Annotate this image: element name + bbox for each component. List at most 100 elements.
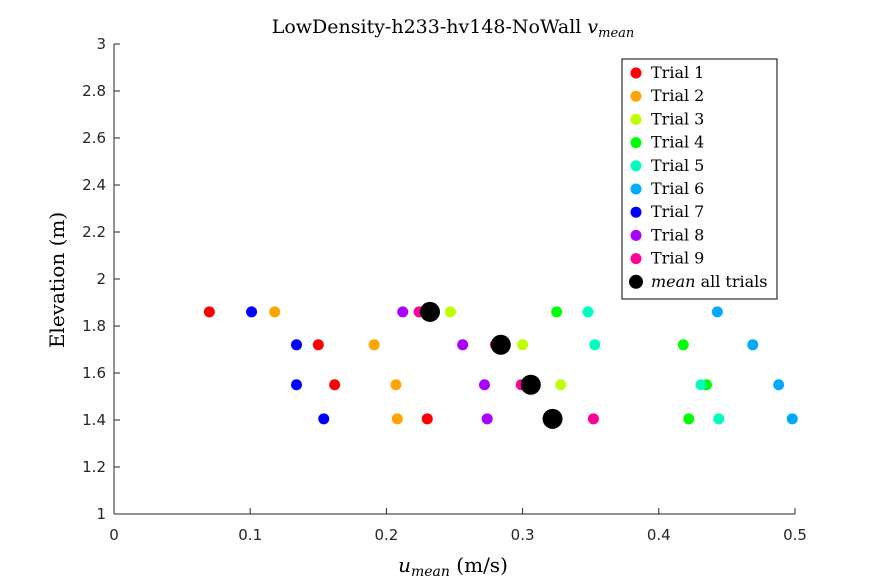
y-tick-label: 2.6 xyxy=(82,129,106,147)
x-tick-label: 0 xyxy=(109,526,119,544)
legend-item: Trial 5 xyxy=(630,156,704,175)
data-point xyxy=(773,379,785,391)
y-tick-label: 3 xyxy=(96,35,106,53)
data-point xyxy=(203,306,215,318)
data-point xyxy=(391,413,403,425)
data-point xyxy=(269,306,281,318)
y-tick-label: 2 xyxy=(96,270,106,288)
data-point xyxy=(711,306,723,318)
data-point xyxy=(329,379,341,391)
y-tick-label: 2.8 xyxy=(82,82,106,100)
legend-item: Trial 2 xyxy=(630,86,704,105)
y-tick-label: 2.4 xyxy=(82,176,106,194)
legend-item: Trial 6 xyxy=(630,179,704,198)
series-trial-2 xyxy=(269,306,403,425)
series-trial-7 xyxy=(246,306,330,425)
data-point xyxy=(517,339,529,351)
title-variable: v xyxy=(587,16,598,38)
data-points xyxy=(203,301,798,429)
legend-marker xyxy=(630,253,642,265)
legend: Trial 1 Trial 2 Trial 3 Trial 4 Trial 5 Trial… xyxy=(621,58,778,300)
mean-point xyxy=(542,408,563,429)
legend-item-mean: mean all trials xyxy=(629,272,768,291)
data-point xyxy=(397,306,409,318)
data-point xyxy=(786,413,798,425)
x-tick-label: 0.4 xyxy=(647,526,671,544)
legend-label: Trial 3 xyxy=(651,109,704,128)
y-tick-label: 1.4 xyxy=(82,411,106,429)
y-tick-label: 1.2 xyxy=(82,458,106,476)
legend-label: Trial 5 xyxy=(651,156,704,175)
x-tick-label: 0.3 xyxy=(511,526,535,544)
data-point xyxy=(582,306,594,318)
legend-label: Trial 1 xyxy=(651,63,704,82)
data-point xyxy=(312,339,324,351)
series-trial-8 xyxy=(397,306,493,425)
legend-marker xyxy=(630,67,642,79)
data-point xyxy=(555,379,567,391)
legend-item: Trial 3 xyxy=(630,109,704,128)
mean-point xyxy=(419,301,440,322)
data-point xyxy=(368,339,380,351)
legend-item: Trial 4 xyxy=(630,133,704,152)
data-point xyxy=(695,379,707,391)
title-variable-subscript: mean xyxy=(598,26,634,41)
chart-title: LowDensity-h233-hv148-NoWall vmean xyxy=(272,16,635,41)
data-point xyxy=(478,379,490,391)
data-point xyxy=(683,413,695,425)
series-trial-5 xyxy=(582,306,725,425)
series-trial-1 xyxy=(203,306,433,425)
legend-label: mean all trials xyxy=(651,272,768,291)
data-point xyxy=(481,413,493,425)
data-point xyxy=(444,306,456,318)
x-tick-label: 0.1 xyxy=(238,526,262,544)
x-axis-variable-subscript: mean xyxy=(411,564,450,580)
x-axis-unit: (m/s) xyxy=(450,553,508,577)
legend-item: Trial 7 xyxy=(630,202,704,221)
legend-label: Trial 8 xyxy=(651,225,704,244)
mean-point xyxy=(490,334,511,355)
data-point xyxy=(318,413,330,425)
x-axis-variable: u xyxy=(398,553,411,577)
legend-marker xyxy=(629,274,643,289)
data-point xyxy=(677,339,689,351)
data-point xyxy=(291,379,303,391)
series-trial-9 xyxy=(413,306,599,425)
x-tick-label: 0.2 xyxy=(374,526,398,544)
mean-point xyxy=(520,374,541,395)
series-trial-3 xyxy=(444,306,567,425)
legend-marker xyxy=(630,229,642,241)
legend-marker xyxy=(630,137,642,149)
legend-label: Trial 2 xyxy=(651,86,704,105)
legend-marker xyxy=(630,90,642,102)
data-point xyxy=(421,413,433,425)
data-point xyxy=(457,339,469,351)
y-tick-label: 1.8 xyxy=(82,317,106,335)
data-point xyxy=(747,339,759,351)
x-axis-label: umean (m/s) xyxy=(398,553,508,580)
series-mean-all-trials xyxy=(419,301,563,429)
series-trial-6 xyxy=(711,306,798,425)
legend-item: Trial 1 xyxy=(630,63,704,82)
legend-label: Trial 6 xyxy=(651,179,704,198)
legend-marker xyxy=(630,113,642,125)
y-tick-label: 2.2 xyxy=(82,223,106,241)
legend-label: Trial 9 xyxy=(651,249,704,268)
legend-marker xyxy=(630,160,642,172)
legend-box xyxy=(621,58,778,300)
legend-item: Trial 9 xyxy=(630,249,704,268)
legend-label: Trial 7 xyxy=(651,202,704,221)
data-point xyxy=(246,306,258,318)
data-point xyxy=(291,339,303,351)
data-point xyxy=(551,306,563,318)
legend-marker xyxy=(630,183,642,195)
data-point xyxy=(390,379,402,391)
data-point xyxy=(713,413,725,425)
y-axis-label: Elevation (m) xyxy=(45,212,69,348)
legend-item: Trial 8 xyxy=(630,225,704,244)
legend-marker xyxy=(630,206,642,218)
axes: 0 0.1 0.2 0.3 0.4 0.5 1 1.2 1.4 1.6 1.8 2 2.2 2.4 2.6 2… xyxy=(82,35,807,544)
y-tick-label: 1 xyxy=(96,505,106,523)
data-point xyxy=(589,339,601,351)
